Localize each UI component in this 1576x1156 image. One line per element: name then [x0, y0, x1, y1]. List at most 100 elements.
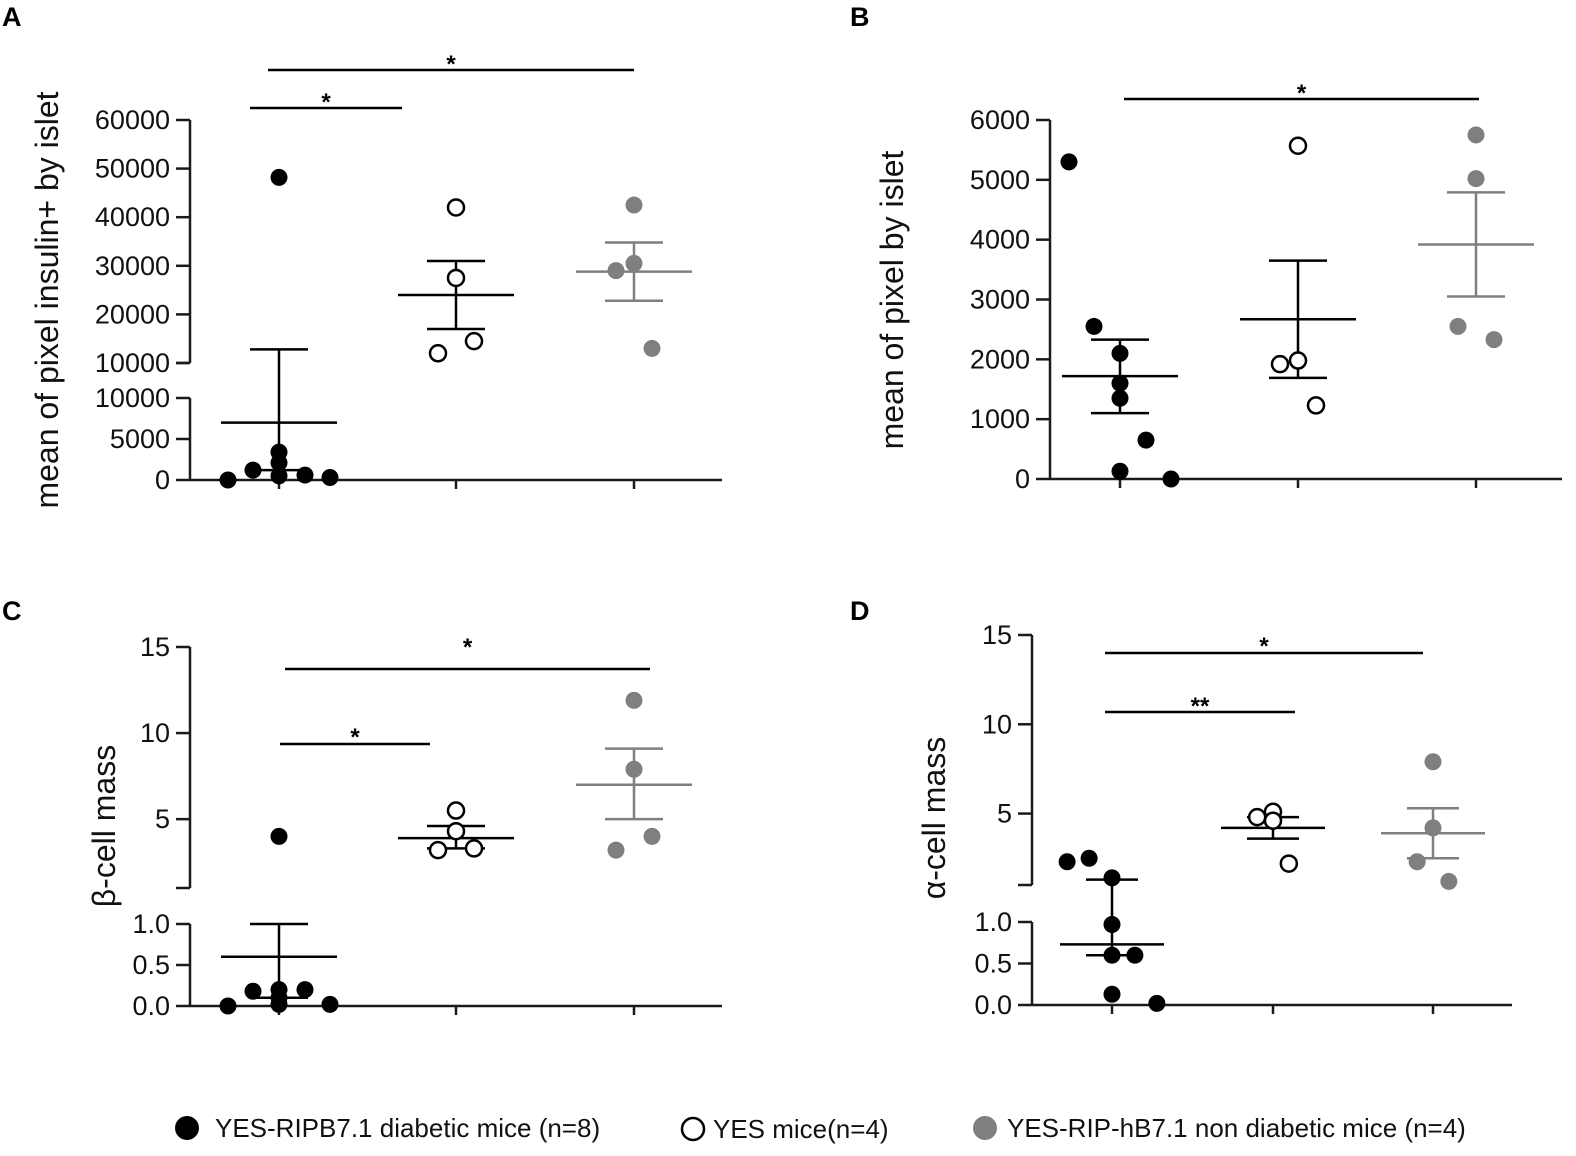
data-point: [1103, 946, 1121, 964]
data-point: [1103, 915, 1121, 933]
data-point: [1408, 853, 1426, 871]
data-point: [446, 801, 466, 820]
y-tick-label: 1.0: [974, 907, 1012, 937]
y-tick-label: 6000: [970, 105, 1030, 135]
data-point: [1148, 994, 1166, 1012]
significance-label: *: [446, 51, 456, 78]
data-point: [1060, 153, 1078, 171]
data-point: [464, 839, 484, 858]
data-point: [1126, 946, 1144, 964]
y-tick-label: 10: [140, 718, 170, 748]
y-tick-label: 0: [1015, 464, 1030, 494]
panel-label-b: B: [850, 2, 870, 32]
data-point: [428, 344, 448, 363]
legend-marker-yes: [680, 1116, 706, 1142]
panel-c: β-cell mass 0.0 0.5 1.0 5 10 15 * *: [86, 632, 722, 1021]
data-point: [244, 982, 262, 1000]
data-point: [1288, 136, 1308, 155]
data-point: [270, 989, 288, 1007]
data-point: [270, 467, 288, 485]
data-point: [1440, 872, 1458, 890]
significance-label: *: [350, 724, 360, 751]
y-tick-label: 20000: [95, 299, 170, 329]
data-point: [270, 168, 288, 186]
data-point: [1449, 317, 1467, 335]
data-point: [1058, 853, 1076, 871]
y-tick-label: 30000: [95, 251, 170, 281]
data-point: [1306, 396, 1326, 415]
data-point: [607, 841, 625, 859]
data-point: [1111, 389, 1129, 407]
data-point: [296, 466, 314, 484]
data-point: [1424, 819, 1442, 837]
y-tick-label: 5: [155, 804, 170, 834]
panel-a: mean of pixel insulin+ by islet 0 5000 1000…: [29, 51, 722, 509]
panel-b: mean of pixel by islet 0 1000 2000 3000 4000 5…: [874, 80, 1562, 494]
data-point: [428, 840, 448, 860]
data-point: [1279, 854, 1299, 873]
data-point: [625, 760, 643, 778]
legend-marker-nondiabetic: [973, 1116, 997, 1140]
data-point: [643, 339, 661, 357]
y-axis-label: mean of pixel insulin+ by islet: [29, 91, 65, 508]
panel-label-c: C: [2, 596, 22, 626]
data-point: [625, 196, 643, 214]
y-axis-label: α-cell mass: [916, 737, 952, 900]
data-point: [219, 997, 237, 1015]
panel-label-a: A: [2, 2, 22, 32]
data-point: [1085, 317, 1103, 335]
y-tick-label: 1.0: [132, 909, 170, 939]
y-tick-label: 4000: [970, 225, 1030, 255]
y-tick-label: 0.5: [132, 950, 170, 980]
y-tick-label: 5: [997, 799, 1012, 829]
legend-marker-diabetic: [175, 1116, 199, 1140]
data-point: [1467, 126, 1485, 144]
significance-label: *: [463, 634, 473, 661]
data-point: [1162, 470, 1180, 488]
data-point: [1485, 331, 1503, 349]
data-point: [643, 827, 661, 845]
y-tick-label: 0.0: [132, 991, 170, 1021]
data-point: [1111, 344, 1129, 362]
data-point: [1288, 351, 1308, 370]
y-tick-label: 10: [982, 709, 1012, 739]
y-tick-label: 0.0: [974, 990, 1012, 1020]
data-point: [296, 981, 314, 999]
y-tick-label: 5000: [110, 424, 170, 454]
legend: YES-RIPB7.1 diabetic mice (n=8) YES mice…: [175, 1113, 1466, 1144]
data-point: [446, 821, 466, 841]
y-tick-label: 10000: [95, 383, 170, 413]
y-tick-label: 10000: [95, 348, 170, 378]
data-point: [1103, 869, 1121, 887]
y-tick-label: 1000: [970, 404, 1030, 434]
y-tick-label: 2000: [970, 344, 1030, 374]
data-point: [270, 443, 288, 461]
data-point: [1080, 849, 1098, 867]
legend-label-yes: YES mice(n=4): [713, 1114, 889, 1144]
panel-label-d: D: [850, 596, 870, 626]
data-point: [1263, 811, 1283, 830]
data-point: [219, 471, 237, 489]
y-axis-label: β-cell mass: [86, 745, 122, 907]
data-point: [321, 995, 339, 1013]
y-tick-label: 60000: [95, 105, 170, 135]
data-point: [1467, 170, 1485, 188]
legend-label-nondiabetic: YES-RIP-hB7.1 non diabetic mice (n=4): [1007, 1113, 1466, 1143]
data-point: [446, 198, 466, 217]
y-tick-label: 15: [140, 632, 170, 662]
significance-label: *: [321, 89, 331, 116]
y-tick-label: 0: [155, 465, 170, 495]
significance-label: *: [1259, 633, 1269, 660]
data-point: [1111, 462, 1129, 480]
y-tick-label: 50000: [95, 154, 170, 184]
data-point: [625, 254, 643, 272]
y-tick-label: 3000: [970, 285, 1030, 315]
legend-label-diabetic: YES-RIPB7.1 diabetic mice (n=8): [215, 1113, 600, 1143]
data-point: [1137, 431, 1155, 449]
data-point: [1111, 374, 1129, 392]
y-tick-label: 15: [982, 620, 1012, 650]
significance-label: *: [1297, 80, 1307, 107]
y-tick-label: 0.5: [974, 949, 1012, 979]
